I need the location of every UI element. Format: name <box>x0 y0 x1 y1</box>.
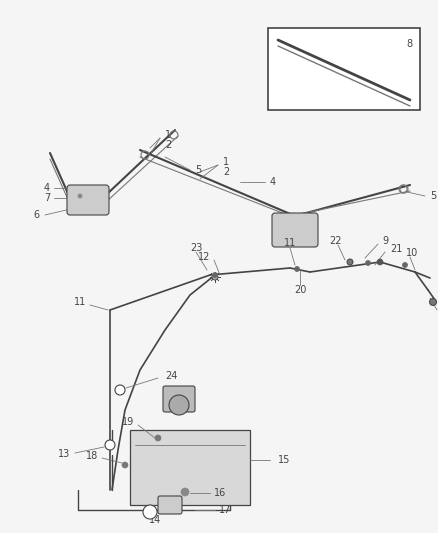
Text: 9: 9 <box>437 310 438 320</box>
Bar <box>268 28 420 110</box>
Circle shape <box>78 194 82 198</box>
Text: 4: 4 <box>44 183 50 193</box>
Circle shape <box>181 488 189 496</box>
Circle shape <box>122 462 128 468</box>
Circle shape <box>365 261 371 265</box>
FancyBboxPatch shape <box>130 430 250 505</box>
Text: 21: 21 <box>390 244 403 254</box>
Text: 2: 2 <box>165 140 171 150</box>
FancyBboxPatch shape <box>158 496 182 514</box>
Text: 14: 14 <box>149 515 161 525</box>
Text: 15: 15 <box>278 455 290 465</box>
Text: 5: 5 <box>195 165 201 175</box>
Text: 20: 20 <box>294 285 306 295</box>
Circle shape <box>169 395 189 415</box>
FancyBboxPatch shape <box>272 213 318 247</box>
Text: 7: 7 <box>44 193 50 203</box>
Text: 19: 19 <box>122 417 134 427</box>
Text: 8: 8 <box>406 39 412 49</box>
Text: 1: 1 <box>223 157 229 167</box>
Text: 13: 13 <box>58 449 70 459</box>
Circle shape <box>212 274 218 280</box>
Circle shape <box>430 298 437 305</box>
Text: 24: 24 <box>165 371 177 381</box>
Circle shape <box>377 259 383 265</box>
Circle shape <box>294 266 300 271</box>
Circle shape <box>155 435 161 441</box>
Text: 4: 4 <box>270 177 276 187</box>
FancyBboxPatch shape <box>67 185 109 215</box>
Text: 10: 10 <box>406 248 418 258</box>
Text: 2: 2 <box>223 167 229 177</box>
Text: 12: 12 <box>198 252 210 262</box>
Text: 11: 11 <box>74 297 86 307</box>
Text: 22: 22 <box>330 236 342 246</box>
Text: 18: 18 <box>86 451 98 461</box>
Circle shape <box>105 440 115 450</box>
Text: 16: 16 <box>214 488 226 498</box>
Text: 1: 1 <box>165 130 171 140</box>
Circle shape <box>143 505 157 519</box>
Circle shape <box>212 272 218 278</box>
Text: 23: 23 <box>190 243 202 253</box>
Circle shape <box>403 262 407 268</box>
Text: 11: 11 <box>284 238 296 248</box>
Circle shape <box>347 259 353 265</box>
Text: 5: 5 <box>430 191 436 201</box>
Circle shape <box>115 385 125 395</box>
Text: 17: 17 <box>219 505 231 515</box>
FancyBboxPatch shape <box>163 386 195 412</box>
Text: 9: 9 <box>382 236 388 246</box>
Text: 6: 6 <box>34 210 40 220</box>
